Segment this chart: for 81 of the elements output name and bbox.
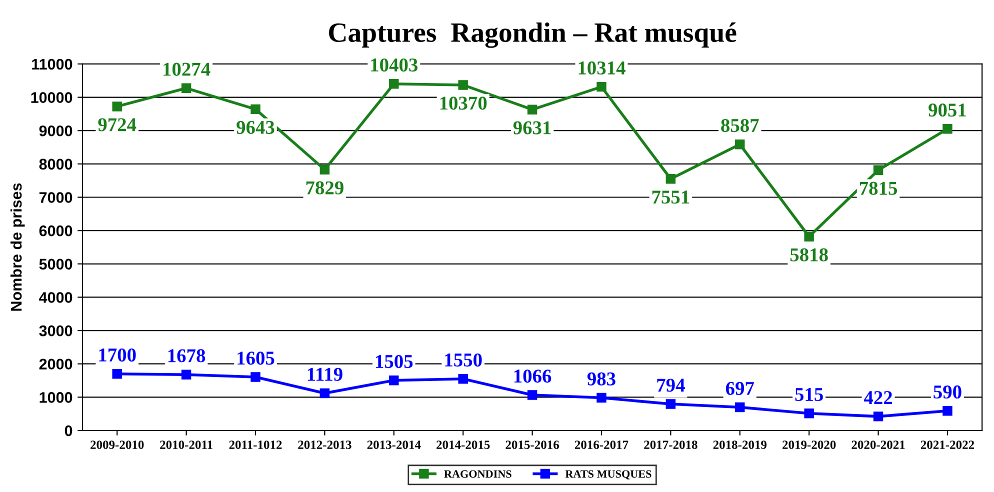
data-label: 1066 [514,370,552,383]
y-axis-title: Nombre de prises [10,183,25,311]
point [389,78,399,89]
y-tick-label: 4000 [39,292,72,303]
data-label: 1678 [168,349,206,362]
data-label: 8587 [721,118,759,132]
legend-label: RAGONDINS [444,470,512,478]
point [181,370,192,380]
data-label: 7829 [306,181,344,194]
data-label: 10274 [164,62,210,76]
point [320,164,330,174]
data-label: 7551 [652,190,690,204]
data-label: 9631 [513,121,551,134]
point [666,174,676,184]
point [527,104,538,114]
data-label: 7815 [860,182,898,195]
point [527,390,538,400]
y-tick-label: 0 [64,425,72,436]
data-label: 10403 [371,58,418,72]
data-label: 1700 [99,348,136,362]
data-label: 515 [795,388,823,402]
y-tick-label: 7000 [39,192,72,203]
data-label: 1605 [238,352,274,365]
point [250,372,260,382]
data-label: 422 [864,391,892,404]
point [873,412,884,422]
chart-title: Captures Ragondin – Rat musqué [328,22,736,48]
data-label: 1550 [445,353,482,367]
y-tick-label: 5000 [39,258,72,270]
point [942,124,952,134]
x-tick-label: 2010-2011 [160,440,212,450]
y-tick-label: 1000 [40,392,72,403]
point [181,83,192,94]
y-tick-label: 10000 [31,92,72,103]
y-tick-label: 3000 [39,325,72,336]
point [320,388,330,398]
x-tick-label: 2013-2014 [367,440,421,450]
x-tick-label: 2020-2021 [852,440,905,450]
point [804,232,814,242]
data-label: 5818 [790,248,828,262]
data-label: 10370 [440,96,487,110]
point [458,374,468,384]
point [112,368,122,379]
x-tick-label: 2017-2018 [644,440,698,450]
point [596,82,606,92]
x-tick-label: 2014-2015 [436,440,490,450]
x-tick-label: 2009-2010 [90,440,144,450]
y-tick-label: 6000 [39,225,72,236]
data-label: 9643 [236,120,274,134]
y-tick-label: 8000 [39,158,72,170]
x-tick-label: 2019-2020 [782,440,836,450]
y-tick-label: 2000 [39,358,72,370]
data-label: 1119 [308,368,342,381]
point [735,140,745,150]
x-tick-label: 2016-2017 [574,440,628,450]
legend-label: RATS MUSQUES [565,470,652,480]
data-label: 1505 [376,354,413,368]
point [666,399,676,409]
point [596,392,606,403]
x-tick-label: 2021-2022 [920,440,974,450]
x-tick-label: 2018-2019 [713,440,767,450]
data-label: 794 [657,378,685,392]
data-label: 9724 [98,118,136,132]
x-tick-label: 2011-1012 [229,440,282,450]
y-tick-label: 9000 [39,125,72,136]
point [873,165,884,175]
point [112,102,122,112]
point [458,80,468,90]
data-label: 10314 [578,61,626,75]
x-tick-label: 2012-2013 [298,440,352,450]
point [389,375,399,386]
x-tick-label: 2015-2016 [506,440,560,450]
point [250,104,260,114]
data-label: 590 [934,385,962,399]
y-tick-label: 11000 [32,58,72,70]
point [942,406,952,416]
data-label: 697 [726,382,754,395]
point [804,408,814,418]
data-label: 983 [587,372,616,386]
data-label: 9051 [928,104,966,117]
point [735,402,745,412]
